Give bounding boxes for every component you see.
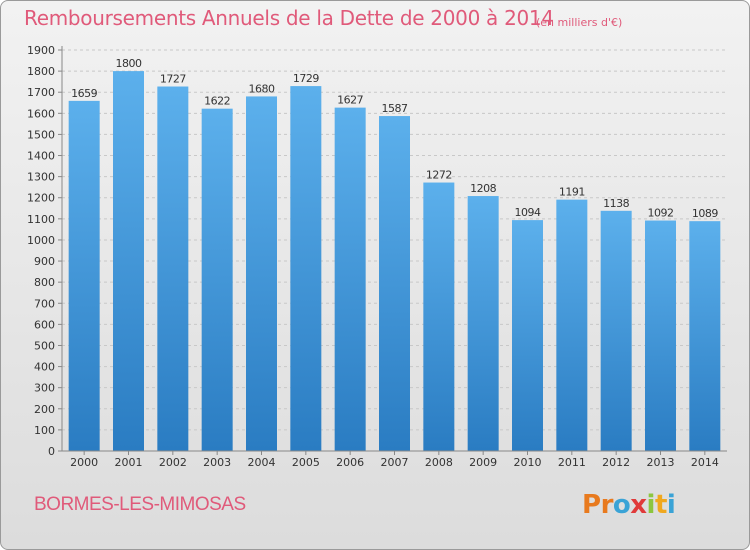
data-label: 1094 [515,206,541,219]
data-label: 1092 [648,207,674,220]
x-tick-label: 2012 [602,456,630,469]
x-tick-label: 2002 [159,456,187,469]
data-label: 1208 [470,182,496,195]
data-label: 1729 [293,72,319,85]
y-tick-label: 1500 [27,128,55,141]
bar [246,96,277,451]
logo-letter: x [630,490,647,520]
x-tick-label: 2007 [381,456,409,469]
logo-letter: t [654,490,667,520]
chart-unit: (en milliers d'€) [536,16,623,29]
logo-letter: i [646,490,656,520]
y-tick-label: 200 [34,403,55,416]
y-tick-label: 100 [34,424,55,437]
bar [201,108,233,451]
x-tick-label: 2006 [336,456,364,469]
data-label: 1800 [116,57,142,70]
x-tick-label: 2003 [203,456,231,469]
logo-letter: r [600,490,614,520]
data-label: 1622 [204,95,230,108]
bar [423,182,455,451]
x-tick-label: 2014 [691,456,719,469]
y-tick-label: 900 [34,255,55,268]
y-tick-label: 1200 [27,192,55,205]
bar [600,210,632,451]
x-tick-label: 2009 [469,456,497,469]
y-tick-label: 0 [48,445,55,458]
bar [157,86,189,451]
y-tick-label: 1100 [27,213,55,226]
logo-letter: o [612,490,631,520]
data-label: 1587 [382,102,408,115]
x-tick-label: 2000 [70,456,98,469]
y-tick-label: 1600 [27,107,55,120]
bar [512,220,543,451]
bar [467,196,499,451]
x-tick-label: 2005 [292,456,320,469]
bar [645,220,676,451]
x-tick-label: 2004 [248,456,276,469]
logo-letter: i [666,490,676,520]
y-tick-label: 1400 [27,150,55,163]
y-tick-label: 600 [34,318,55,331]
chart-title: Remboursements Annuels de la Dette de 20… [24,6,554,30]
data-label: 1272 [426,169,452,182]
data-label: 1191 [559,186,585,199]
bar [556,199,588,451]
city-name: BORMES-LES-MIMOSAS [34,494,246,515]
data-label: 1627 [337,94,363,107]
data-label: 1727 [160,73,186,86]
bar [379,116,410,451]
x-tick-label: 2011 [558,456,586,469]
proxiti-logo: Proxiti [582,490,676,520]
y-tick-label: 1900 [27,44,55,57]
y-tick-label: 1300 [27,171,55,184]
bar [290,86,322,451]
data-label: 1659 [71,87,97,100]
x-tick-label: 2010 [514,456,542,469]
y-tick-label: 300 [34,382,55,395]
y-tick-label: 1000 [27,234,55,247]
bar [689,221,721,451]
y-tick-label: 1800 [27,65,55,78]
bar [68,100,100,452]
logo-letter: P [582,490,601,520]
data-label: 1138 [603,197,629,210]
y-tick-label: 1700 [27,86,55,99]
x-tick-label: 2008 [425,456,453,469]
y-tick-label: 700 [34,297,55,310]
x-tick-label: 2013 [647,456,675,469]
bar [113,71,144,452]
data-label: 1089 [692,207,718,220]
data-label: 1680 [249,82,275,95]
x-tick-label: 2001 [115,456,143,469]
bar [334,107,366,451]
y-tick-label: 400 [34,361,55,374]
y-tick-label: 800 [34,276,55,289]
y-tick-label: 500 [34,339,55,352]
